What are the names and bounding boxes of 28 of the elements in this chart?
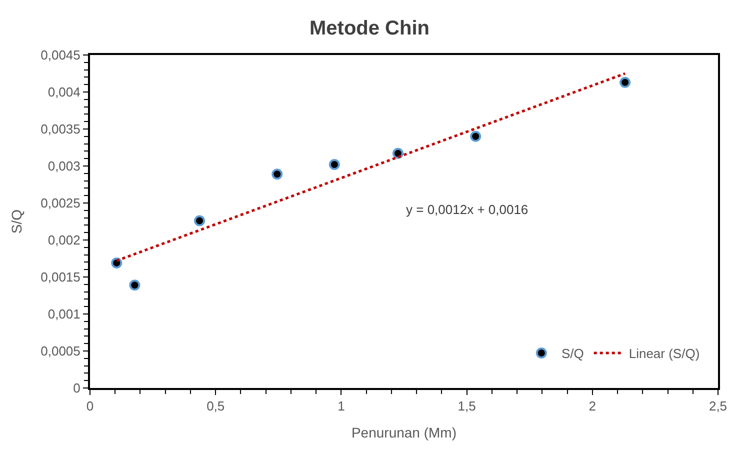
y-axis-title: S/Q	[8, 209, 25, 234]
y-tick-label: 0,0035	[40, 122, 80, 137]
y-tick-label: 0,004	[48, 84, 80, 100]
y-tick-label: 0,0045	[40, 48, 80, 63]
x-tick-label: 2,5	[708, 398, 728, 414]
y-tick-label: 0,002	[48, 232, 80, 248]
point	[272, 168, 283, 180]
y-tick-label: 0,0025	[40, 196, 80, 211]
point	[470, 130, 482, 142]
x-tick-label: 2	[588, 398, 596, 414]
x-tick-label: 1,5	[458, 398, 476, 414]
annotation: y = 0,0012x + 0,0016	[406, 202, 528, 217]
point	[129, 280, 140, 291]
y-tick-label: 0,003	[48, 158, 80, 174]
point	[620, 76, 631, 88]
point	[194, 215, 206, 226]
y-tick-label: 0,0005	[40, 344, 80, 359]
legend-label: S/Q	[561, 346, 584, 362]
chart-title: Metode Chin	[310, 17, 430, 40]
y-tick-label: 0,0015	[40, 270, 80, 285]
point	[328, 159, 340, 170]
x-tick-label: 0,5	[206, 398, 225, 414]
legend-label: Linear (S/Q)	[628, 346, 700, 362]
x-tick-label: 1	[338, 398, 345, 414]
x-axis-title: Penurunan (Mm)	[351, 424, 457, 440]
y-tick-label: 0	[73, 380, 80, 396]
y-tick-label: 0,001	[48, 306, 80, 322]
x-tick-label: 0	[86, 398, 94, 414]
